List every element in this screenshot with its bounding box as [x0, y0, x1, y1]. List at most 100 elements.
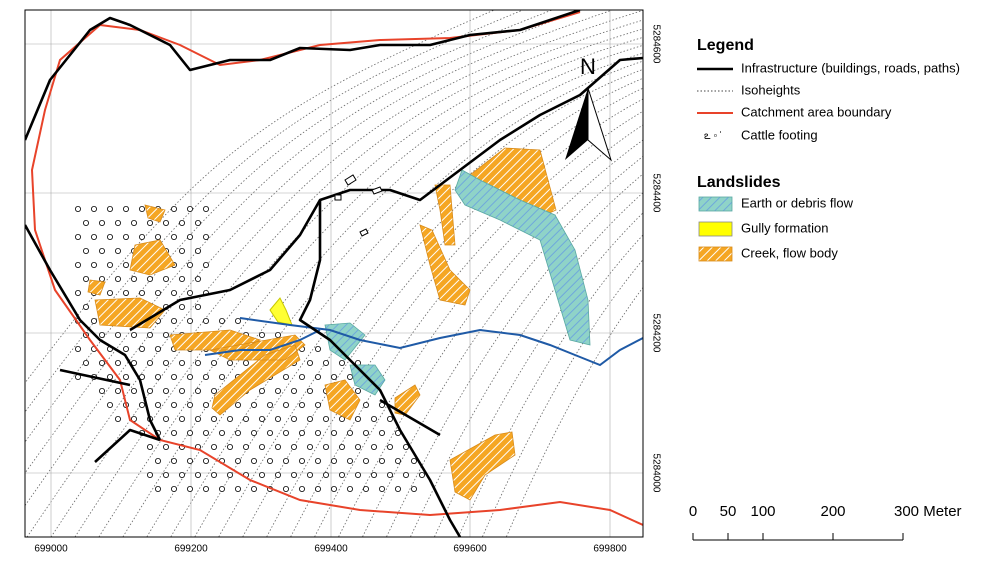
- cattle-mark: [202, 205, 209, 212]
- cattle-mark: [218, 373, 225, 380]
- cattle-mark: [123, 345, 130, 352]
- cattle-mark: [274, 331, 281, 338]
- cattle-mark: [290, 443, 297, 450]
- cattle-mark: [250, 429, 257, 436]
- cattle-mark: [130, 331, 137, 338]
- cattle-mark: [154, 233, 161, 240]
- cattle-mark: [130, 219, 137, 226]
- cattle-mark: [194, 359, 201, 366]
- y-coordinate: 5284200: [650, 314, 661, 353]
- cattle-mark: [354, 443, 361, 450]
- cattle-mark: [354, 415, 361, 422]
- legend-item: Catchment area boundary: [741, 104, 892, 119]
- cattle-mark: [91, 205, 98, 212]
- cattle-mark: [314, 457, 321, 464]
- cattle-mark: [202, 401, 209, 408]
- cattle-mark: [138, 205, 145, 212]
- cattle-mark: [162, 275, 169, 282]
- x-coordinate: 699400: [314, 544, 348, 555]
- cattle-mark: [115, 359, 122, 366]
- cattle-mark: [146, 331, 153, 338]
- cattle-mark: [314, 373, 321, 380]
- legend-item: Infrastructure (buildings, roads, paths): [741, 60, 960, 75]
- cattle-mark: [154, 401, 161, 408]
- cattle-mark: [314, 429, 321, 436]
- landslides-title: Landslides: [697, 174, 781, 191]
- legend-item: Earth or debris flow: [741, 195, 854, 210]
- isoheight: [242, 87, 643, 537]
- cattle-mark: [75, 345, 82, 352]
- cattle-mark: [170, 233, 177, 240]
- cattle-mark: [410, 485, 417, 492]
- scale-label: 50: [720, 503, 737, 520]
- isoheight: [409, 192, 643, 537]
- cattle-mark: [218, 485, 225, 492]
- cattle-mark: [202, 429, 209, 436]
- cattle-mark: [178, 303, 185, 310]
- cattle-mark: [115, 387, 122, 394]
- cattle-mark: [226, 359, 233, 366]
- cattle-mark: [210, 387, 217, 394]
- cattle-mark: [298, 401, 305, 408]
- cattle-mark: [130, 275, 137, 282]
- cattle-mark: [75, 205, 82, 212]
- cattle-mark: [298, 457, 305, 464]
- cattle-mark: [138, 345, 145, 352]
- cattle-mark: [186, 457, 193, 464]
- road: [298, 200, 462, 537]
- cattle-mark: [154, 289, 161, 296]
- cattle-mark: [338, 471, 345, 478]
- creek: [239, 317, 643, 367]
- cattle-mark: [146, 219, 153, 226]
- road: [129, 56, 643, 332]
- cattle-mark: [242, 443, 249, 450]
- cattle-mark: [266, 401, 273, 408]
- cattle-mark: [99, 331, 106, 338]
- cattle-mark: [170, 429, 177, 436]
- cattle-mark: [210, 471, 217, 478]
- cattle-mark: [154, 373, 161, 380]
- x-coordinate: 699600: [453, 544, 487, 555]
- cattle-mark: [115, 275, 122, 282]
- cattle-mark: [394, 485, 401, 492]
- cattle-mark: [250, 401, 257, 408]
- legend: Legend ఽ ◦ ͗ Infrastructure (buildings, …: [697, 37, 960, 262]
- cattle-mark: [107, 373, 114, 380]
- cattle-mark: [306, 471, 313, 478]
- cattle-mark: [178, 275, 185, 282]
- map-area: [25, 10, 643, 537]
- cattle-mark: [170, 401, 177, 408]
- cattle-mark: [154, 345, 161, 352]
- map-frame: [24, 9, 644, 538]
- cattle-mark: [146, 443, 153, 450]
- cattle-mark: [226, 443, 233, 450]
- cattle-mark: [202, 261, 209, 268]
- cattle-mark: [266, 429, 273, 436]
- cattle-mark: [99, 387, 106, 394]
- isoheight: [146, 52, 643, 537]
- earth-flow: [324, 322, 386, 396]
- cattle-mark: [170, 373, 177, 380]
- x-coordinate: 699000: [34, 544, 68, 555]
- cattle-mark: [218, 317, 225, 324]
- cattle-mark: [378, 485, 385, 492]
- cattle-mark: [250, 485, 257, 492]
- cattle-mark: [274, 443, 281, 450]
- cattle-mark: [162, 219, 169, 226]
- cattle-mark: [115, 415, 122, 422]
- cattle-mark: [298, 485, 305, 492]
- cattle-mark: [234, 485, 241, 492]
- scale-label: 200: [820, 503, 845, 520]
- cattle-mark: [394, 457, 401, 464]
- cattle-mark: [83, 219, 90, 226]
- cattle-mark: [107, 261, 114, 268]
- cattle-mark: [258, 471, 265, 478]
- cattle-mark: [99, 359, 106, 366]
- cattle-mark: [330, 373, 337, 380]
- legend-item: Cattle footing: [741, 127, 818, 142]
- cattle-mark: [322, 443, 329, 450]
- cattle-mark: [99, 219, 106, 226]
- x-coordinate: 699800: [593, 544, 627, 555]
- cattle-mark: [138, 289, 145, 296]
- cattle-mark: [83, 275, 90, 282]
